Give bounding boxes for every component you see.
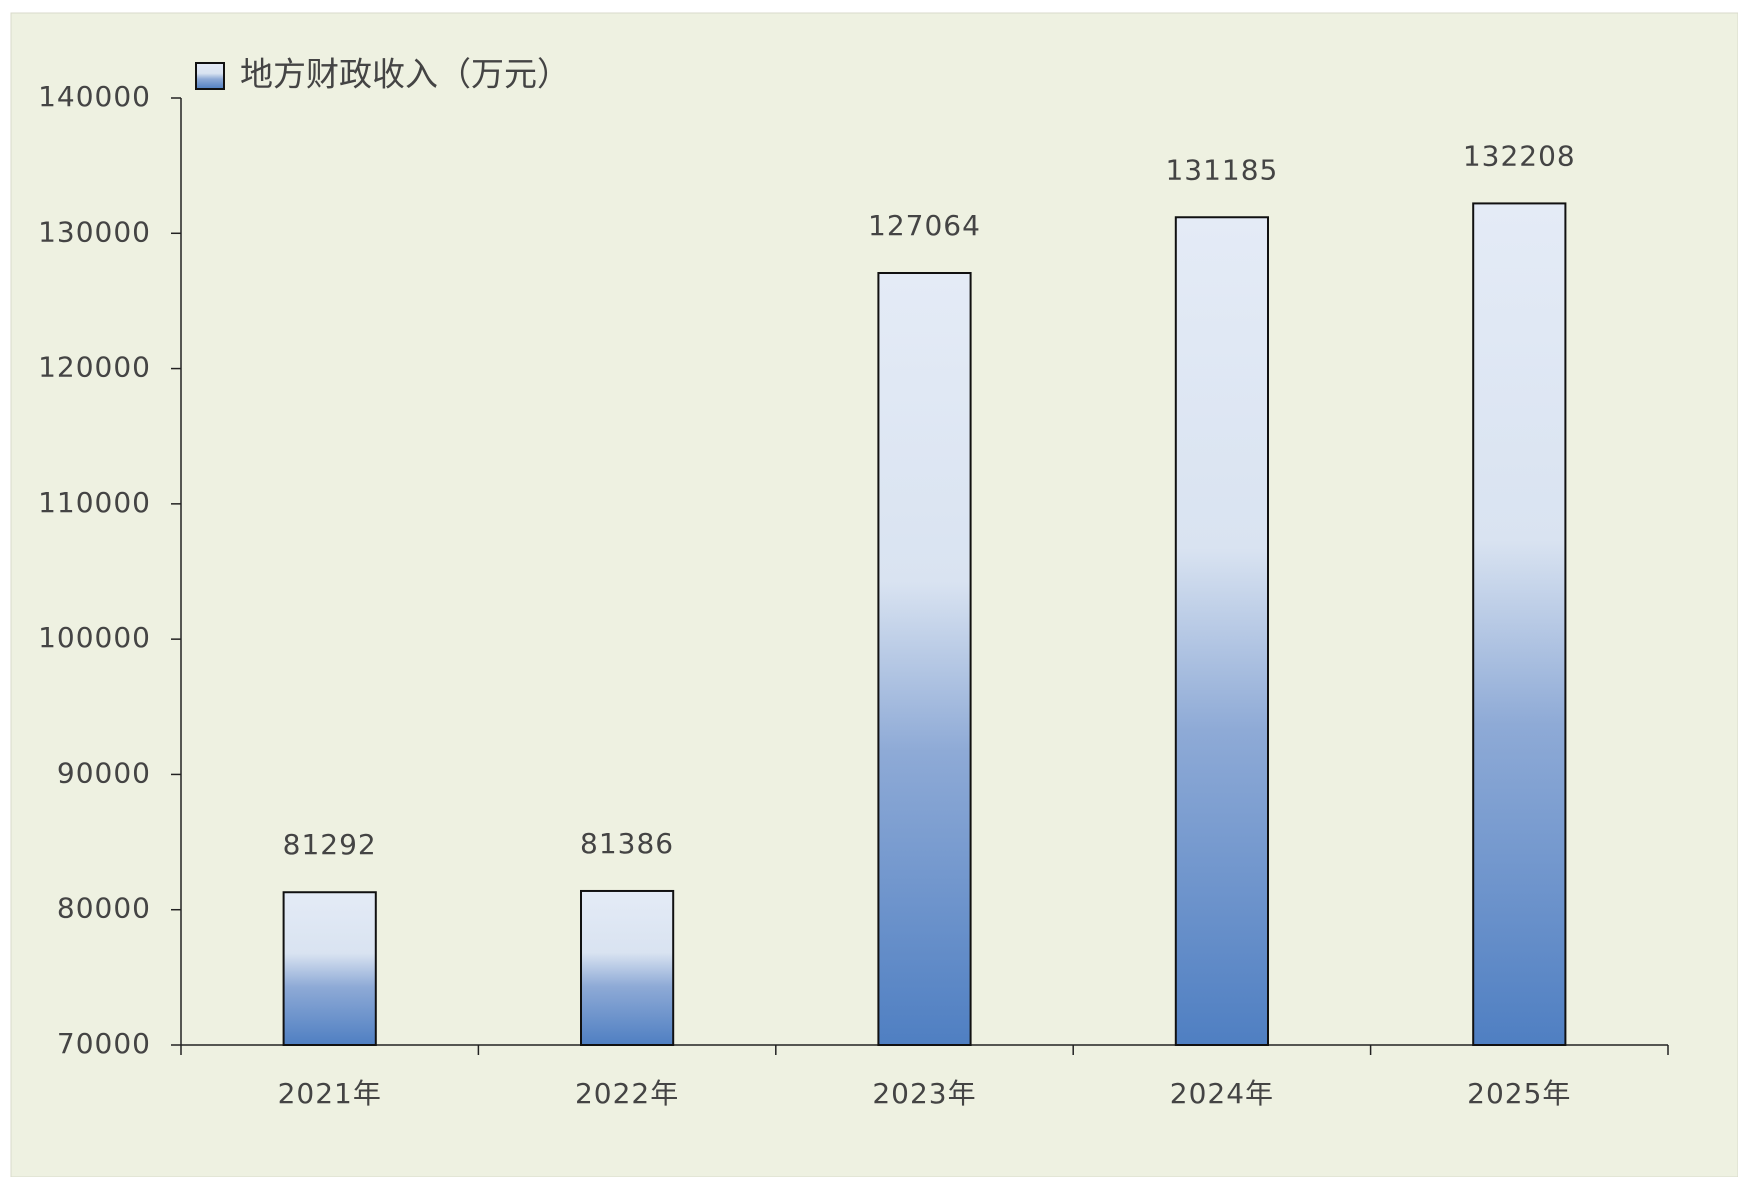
- x-tick-label: 2022年: [575, 1077, 679, 1110]
- y-tick-label: 120000: [38, 351, 151, 384]
- y-tick-label: 130000: [38, 215, 151, 248]
- x-tick-label: 2024年: [1170, 1077, 1274, 1110]
- y-tick-label: 140000: [38, 80, 151, 113]
- y-tick-label: 70000: [57, 1027, 151, 1060]
- data-label: 81292: [283, 828, 377, 861]
- data-label: 81386: [580, 827, 674, 860]
- x-tick-label: 2021年: [278, 1077, 382, 1110]
- bar: [282, 891, 377, 1046]
- bar: [1472, 202, 1567, 1047]
- y-tick-label: 110000: [38, 486, 151, 519]
- bar: [1174, 216, 1269, 1047]
- y-tick-label: 80000: [57, 892, 151, 925]
- y-tick-label: 100000: [38, 621, 151, 654]
- x-tick-label: 2025年: [1467, 1077, 1571, 1110]
- legend-swatch: [195, 62, 225, 90]
- data-label: 127064: [868, 209, 981, 242]
- bar: [877, 272, 972, 1046]
- data-label: 132208: [1463, 139, 1576, 172]
- legend-label: 地方财政收入（万元）: [240, 55, 570, 94]
- y-tick-label: 90000: [57, 756, 151, 789]
- x-tick-label: 2023年: [872, 1077, 976, 1110]
- data-label: 131185: [1165, 153, 1278, 186]
- bar: [580, 889, 675, 1046]
